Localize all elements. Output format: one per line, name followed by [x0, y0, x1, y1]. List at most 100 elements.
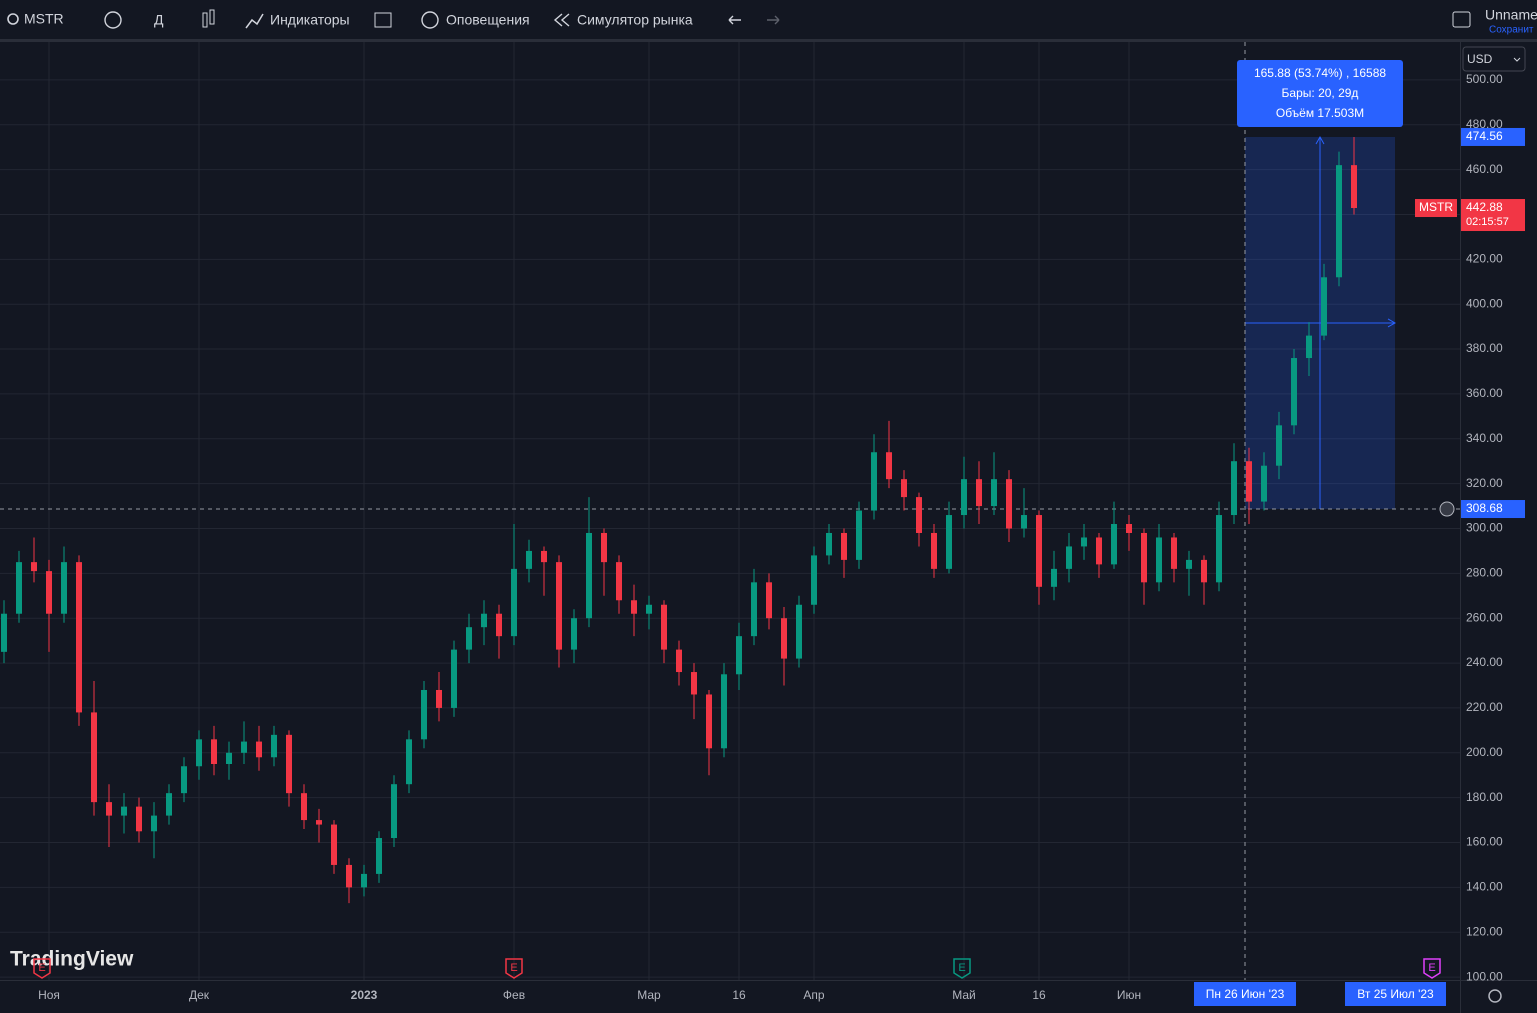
indicators[interactable]: Индикаторы — [270, 12, 350, 28]
y-tick-label: 360.00 — [1466, 386, 1503, 400]
candle-body — [211, 739, 217, 765]
candle-body — [151, 815, 157, 832]
settings[interactable] — [1488, 989, 1502, 1003]
candle-body — [46, 571, 52, 614]
crosshair-plus — [1439, 501, 1455, 517]
chart-type-icon[interactable] — [202, 12, 208, 28]
measure-arrowhead-h — [1387, 318, 1397, 328]
x-tick-label: Дек — [189, 988, 210, 1002]
alerts-icon — [421, 11, 439, 29]
symbol[interactable]: MSTR — [24, 11, 64, 27]
y-tick-label: 400.00 — [1466, 296, 1503, 310]
candle-body — [706, 694, 712, 749]
plot — [0, 42, 1460, 980]
candle-body — [1, 613, 7, 652]
alerts[interactable]: Оповещения — [446, 12, 530, 28]
y-tick-label: 180.00 — [1466, 790, 1503, 804]
candle-body — [76, 562, 82, 713]
candle-body — [436, 689, 442, 708]
replay[interactable]: Симулятор рынка — [577, 12, 693, 28]
x-tick-label: Июн — [1117, 988, 1141, 1002]
currency-select[interactable] — [1462, 46, 1526, 72]
candle-body — [646, 604, 652, 614]
candle-body — [496, 613, 502, 637]
candle-body — [466, 627, 472, 650]
x-tick-label: 2023 — [351, 988, 378, 1002]
candle-body — [1246, 461, 1252, 502]
candle-body — [976, 479, 982, 507]
measure-from-label-bg — [1461, 500, 1525, 519]
x-tick-label: 16 — [1032, 988, 1046, 1002]
candle-body — [136, 806, 142, 832]
candle-body — [1321, 277, 1327, 336]
layout-name[interactable]: Unname — [1485, 7, 1537, 23]
candle-body — [721, 674, 727, 749]
candle-body — [901, 479, 907, 498]
y-tick-label: 280.00 — [1466, 566, 1503, 580]
end_date-bg — [1345, 982, 1446, 1006]
candle-body — [931, 532, 937, 569]
candle-body — [166, 793, 172, 816]
candle-body — [61, 562, 67, 614]
candle-body — [871, 452, 877, 511]
candle-body — [271, 734, 277, 758]
x-tick-label: 16 — [732, 988, 746, 1002]
indicators-icon — [245, 13, 264, 29]
start_date-bg — [1194, 982, 1296, 1006]
candle-body — [676, 649, 682, 673]
candle-body — [556, 562, 562, 650]
layout-icon[interactable] — [1452, 11, 1471, 28]
interval[interactable]: Д — [154, 12, 164, 28]
undo[interactable] — [728, 15, 741, 25]
candle-body — [991, 479, 997, 507]
y-tick-label: 220.00 — [1466, 700, 1503, 714]
candle-body — [811, 555, 817, 605]
y-tick-label: 340.00 — [1466, 431, 1503, 445]
earnings-label: E — [1428, 962, 1435, 974]
y-tick-label: 320.00 — [1466, 476, 1503, 490]
candle-body — [31, 562, 37, 572]
earnings-label: E — [510, 962, 517, 974]
currency-caret — [1513, 57, 1521, 62]
search-icon[interactable] — [7, 13, 19, 25]
y-tick-label: 480.00 — [1466, 117, 1503, 131]
candle-body — [781, 618, 787, 659]
templates-icon[interactable] — [374, 12, 392, 28]
add-symbol[interactable] — [104, 11, 122, 29]
candle-body — [826, 532, 832, 556]
symbol-tag-bg — [1415, 199, 1457, 218]
measure-volume: Объём 17.503M — [1276, 106, 1364, 120]
redo[interactable] — [767, 15, 780, 25]
candle-body — [1336, 165, 1342, 278]
y-tick-label: 460.00 — [1466, 162, 1503, 176]
earnings-marker — [505, 958, 523, 979]
x-tick-label: Фев — [503, 988, 525, 1002]
candle-body — [511, 568, 517, 637]
x-tick-label: Май — [952, 988, 976, 1002]
measure-arrowhead-v — [1315, 135, 1325, 145]
y-tick-label: 160.00 — [1466, 835, 1503, 849]
candle-body — [1216, 515, 1222, 583]
x-tick-label: Ноя — [38, 988, 60, 1002]
candle-body — [601, 532, 607, 563]
candle-body — [346, 864, 352, 888]
candle-body — [736, 636, 742, 675]
candle-body — [1006, 479, 1012, 529]
chart-type-icon-2 — [209, 9, 215, 25]
currency[interactable]: USD — [1467, 52, 1493, 66]
candle-body — [301, 793, 307, 821]
measure-to-label-bg — [1461, 127, 1525, 146]
candle-body — [91, 712, 97, 803]
candle-body — [361, 873, 367, 888]
candle-body — [1126, 524, 1132, 533]
candle-body — [631, 600, 637, 614]
candle-body — [316, 820, 322, 825]
symbol-tag: MSTR — [1419, 200, 1453, 214]
candle-body — [286, 734, 292, 794]
candle-body — [841, 532, 847, 560]
y-tick-label: 140.00 — [1466, 880, 1503, 894]
candle-body — [571, 618, 577, 650]
